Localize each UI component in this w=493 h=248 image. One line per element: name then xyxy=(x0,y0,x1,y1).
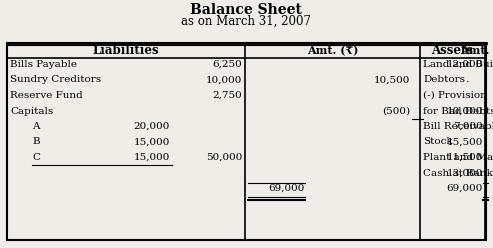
Text: 15,000: 15,000 xyxy=(134,137,170,147)
Bar xyxy=(7,43,486,240)
Text: 69,000: 69,000 xyxy=(269,184,305,193)
Text: B: B xyxy=(32,137,39,147)
Text: 10,500: 10,500 xyxy=(374,75,410,85)
Text: for Bad Debts: for Bad Debts xyxy=(423,106,493,116)
Text: 20,000: 20,000 xyxy=(134,122,170,131)
Text: Amt. (₹): Amt. (₹) xyxy=(460,45,493,56)
Text: A: A xyxy=(32,122,39,131)
Text: Liabilities: Liabilities xyxy=(93,44,159,57)
Text: 50,000: 50,000 xyxy=(206,153,242,162)
Text: Sundry Creditors: Sundry Creditors xyxy=(10,75,101,85)
Text: (500): (500) xyxy=(382,106,410,116)
Text: Bills Payable: Bills Payable xyxy=(10,60,77,69)
Text: 15,000: 15,000 xyxy=(134,153,170,162)
Text: Assets: Assets xyxy=(431,44,473,57)
Text: Land and Building: Land and Building xyxy=(423,60,493,69)
Text: 15,500: 15,500 xyxy=(447,137,483,147)
Text: 7,000: 7,000 xyxy=(453,122,483,131)
Text: Capitals: Capitals xyxy=(10,106,53,116)
Text: Amt. (₹): Amt. (₹) xyxy=(307,45,358,56)
Text: C: C xyxy=(32,153,40,162)
Text: Plant and Machinery: Plant and Machinery xyxy=(423,153,493,162)
Text: Cash at Bank: Cash at Bank xyxy=(423,168,493,178)
Text: 10,000: 10,000 xyxy=(447,106,483,116)
Text: Debtors: Debtors xyxy=(423,75,465,85)
Text: Bill Receivables: Bill Receivables xyxy=(423,122,493,131)
Text: 2,750: 2,750 xyxy=(212,91,242,100)
Text: 69,000: 69,000 xyxy=(447,184,483,193)
Text: Stock: Stock xyxy=(423,137,453,147)
Text: Balance Sheet: Balance Sheet xyxy=(190,3,302,17)
Text: Reserve Fund: Reserve Fund xyxy=(10,91,83,100)
Text: (-) Provision: (-) Provision xyxy=(423,91,487,100)
Text: 13,000: 13,000 xyxy=(447,168,483,178)
Text: 12,000: 12,000 xyxy=(447,60,483,69)
Text: 11,500: 11,500 xyxy=(447,153,483,162)
Text: .: . xyxy=(465,75,468,85)
Text: as on March 31, 2007: as on March 31, 2007 xyxy=(181,15,311,28)
Text: 6,250: 6,250 xyxy=(212,60,242,69)
Text: 10,000: 10,000 xyxy=(206,75,242,85)
